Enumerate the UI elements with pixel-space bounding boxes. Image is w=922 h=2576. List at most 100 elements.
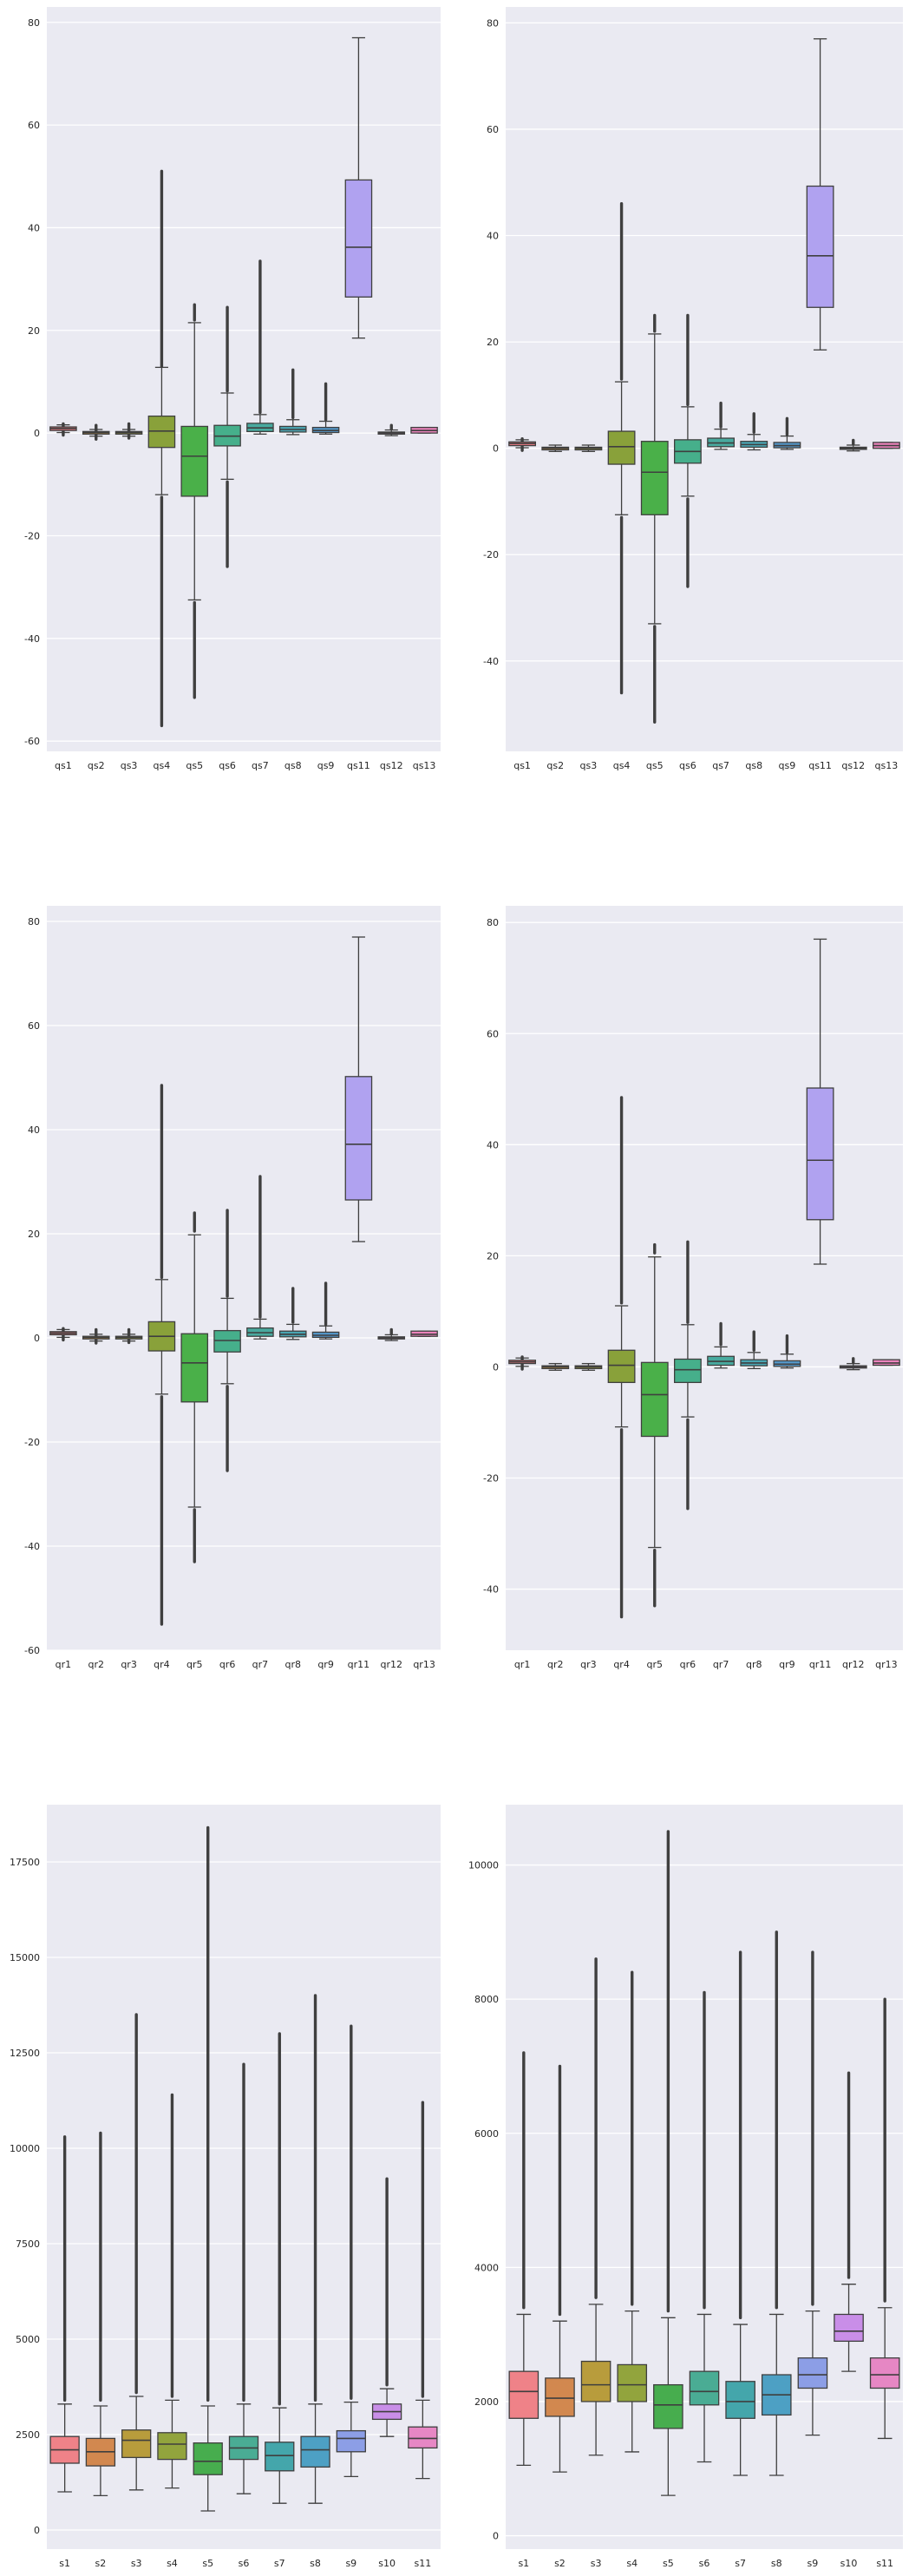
box-qs8	[740, 412, 768, 451]
y-tick-label: -40	[483, 1584, 499, 1596]
y-tick-label: 2500	[16, 2429, 40, 2441]
x-tick-label: s3	[131, 2558, 142, 2569]
y-tick-label: 15000	[10, 1952, 40, 1963]
x-tick-label: s6	[699, 2558, 710, 2569]
box-qr2	[541, 1362, 570, 1371]
iqr-box	[344, 179, 373, 298]
box-qs9	[311, 382, 340, 435]
plot-area	[47, 906, 441, 1650]
box-s6	[689, 1990, 720, 2463]
iqr-box	[147, 415, 176, 449]
y-tick-label: 60	[28, 120, 40, 131]
box-s4	[157, 2093, 187, 2489]
x-tick-label: qs7	[712, 760, 729, 771]
x-tick-label: s6	[239, 2558, 250, 2569]
y-tick-label: 7500	[16, 2238, 40, 2250]
x-tick-label: qr11	[809, 1659, 832, 1670]
x-tick-label: s4	[167, 2558, 178, 2569]
box-s6	[228, 2062, 259, 2494]
x-tick-label: s5	[202, 2558, 213, 2569]
iqr-box	[121, 2429, 152, 2459]
box-s8	[300, 1994, 330, 2504]
x-tick-label: qs9	[317, 760, 335, 771]
x-tick-label: qr5	[186, 1659, 203, 1670]
iqr-box	[617, 2363, 648, 2402]
iqr-box	[408, 2426, 438, 2449]
box-s7	[265, 2032, 295, 2504]
box-qs4	[607, 202, 636, 695]
x-tick-label: s2	[554, 2558, 566, 2569]
x-tick-label: qr9	[779, 1659, 795, 1670]
box-qr9	[773, 1334, 801, 1369]
box-series	[49, 936, 438, 1626]
y-tick-label: 80	[487, 917, 499, 928]
y-tick-label: 0	[493, 443, 499, 455]
x-tick-label: qr7	[252, 1659, 269, 1670]
box-chart-qr-2: -40 -20 0 20 40 60 80 qr1 qr2 qr3 qr4 qr5 qr6 qr7 qr8…	[483, 906, 903, 1670]
box-qr13	[410, 1330, 438, 1337]
box-s3	[121, 2013, 152, 2491]
box-chart-qs-1: -60 -40 -20 0 20 40 60 80 qs1 qs2 qs3 qs4 qs5 qs6 qs7…	[24, 7, 441, 771]
x-tick-label: qs1	[513, 760, 531, 771]
iqr-box	[806, 1087, 834, 1221]
box-qs7	[246, 259, 274, 435]
y-tick-labels: 0 2500 5000 7500 10000 12500 15000 17500	[10, 1857, 40, 2536]
iqr-box	[300, 2435, 330, 2468]
x-tick-label: qs6	[679, 760, 696, 771]
x-tick-label: qr1	[56, 1659, 72, 1670]
iqr-box	[157, 2432, 187, 2461]
box-s9	[336, 2024, 366, 2478]
y-tick-labels: -60 -40 -20 0 20 40 60 80	[24, 916, 40, 1656]
box-chart-qs-2: -40 -20 0 20 40 60 80 qs1 qs2 qs3 qs4 qs5 qs6 qs7 qs8…	[483, 7, 903, 771]
y-tick-label: 8000	[474, 1994, 499, 2005]
box-qs2	[82, 423, 110, 441]
box-qr4	[607, 1096, 636, 1619]
y-tick-label: 10000	[468, 1860, 499, 1871]
y-tick-label: 0	[34, 1333, 40, 1344]
x-tick-label: qr1	[514, 1659, 531, 1670]
box-qs13	[872, 442, 900, 449]
box-qr2	[82, 1327, 110, 1345]
box-s10	[834, 2071, 864, 2372]
y-tick-label: 0	[34, 428, 40, 439]
x-tick-label: qr5	[646, 1659, 663, 1670]
x-tick-label: qs2	[546, 760, 564, 771]
box-s9	[797, 1950, 828, 2436]
iqr-box	[653, 2383, 683, 2429]
iqr-box	[344, 1076, 373, 1201]
box-qs2	[541, 444, 570, 452]
x-tick-label: s10	[378, 2558, 396, 2569]
y-tick-label: 5000	[16, 2334, 40, 2345]
y-tick-label: 40	[487, 1139, 499, 1150]
y-tick-label: -40	[24, 633, 40, 645]
x-tick-label: s8	[310, 2558, 321, 2569]
y-tick-label: -40	[483, 656, 499, 667]
box-qs3	[574, 444, 603, 452]
plot-area	[506, 906, 903, 1650]
x-tick-label: qs4	[154, 760, 171, 771]
box-chart-qr-1: -60 -40 -20 0 20 40 60 80 qr1 qr2 qr3 qr4 qr5 qr6 qr7…	[24, 906, 441, 1670]
y-tick-labels: -40 -20 0 20 40 60 80	[483, 17, 499, 666]
box-qs11	[344, 36, 373, 339]
grid-lines	[47, 921, 441, 1651]
box-qr11	[806, 938, 834, 1265]
x-tick-labels: s1 s2 s3 s4 s5 s6 s7 s8 s9 s10 s11	[59, 2558, 431, 2569]
box-s8	[761, 1930, 792, 2476]
box-qs7	[707, 401, 736, 450]
x-tick-label: qr3	[580, 1659, 597, 1670]
iqr-box	[869, 2357, 900, 2389]
y-tick-label: 60	[487, 1028, 499, 1039]
x-tick-label: qr13	[413, 1659, 435, 1670]
iqr-box	[640, 441, 669, 515]
box-series	[508, 1830, 900, 2496]
x-tick-label: qr4	[154, 1659, 170, 1670]
box-qs9	[773, 416, 801, 450]
y-tick-label: 17500	[10, 1857, 40, 1868]
box-qs1	[49, 422, 77, 437]
box-s2	[85, 2131, 116, 2497]
x-tick-label: s5	[663, 2558, 674, 2569]
x-tick-label: qs8	[284, 760, 302, 771]
x-tick-label: s10	[840, 2558, 858, 2569]
y-tick-labels: 0 2000 4000 6000 8000 10000	[468, 1860, 499, 2542]
